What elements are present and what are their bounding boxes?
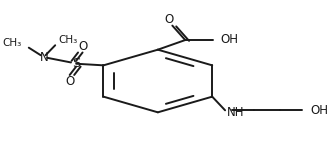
Text: O: O [65,75,74,88]
Text: O: O [78,40,87,52]
Text: CH₃: CH₃ [3,38,22,48]
Text: S: S [72,57,80,70]
Text: CH₃: CH₃ [58,35,78,46]
Text: N: N [39,51,48,64]
Text: OH: OH [310,104,328,117]
Text: OH: OH [221,33,238,46]
Text: NH: NH [227,106,244,119]
Text: O: O [164,13,174,26]
